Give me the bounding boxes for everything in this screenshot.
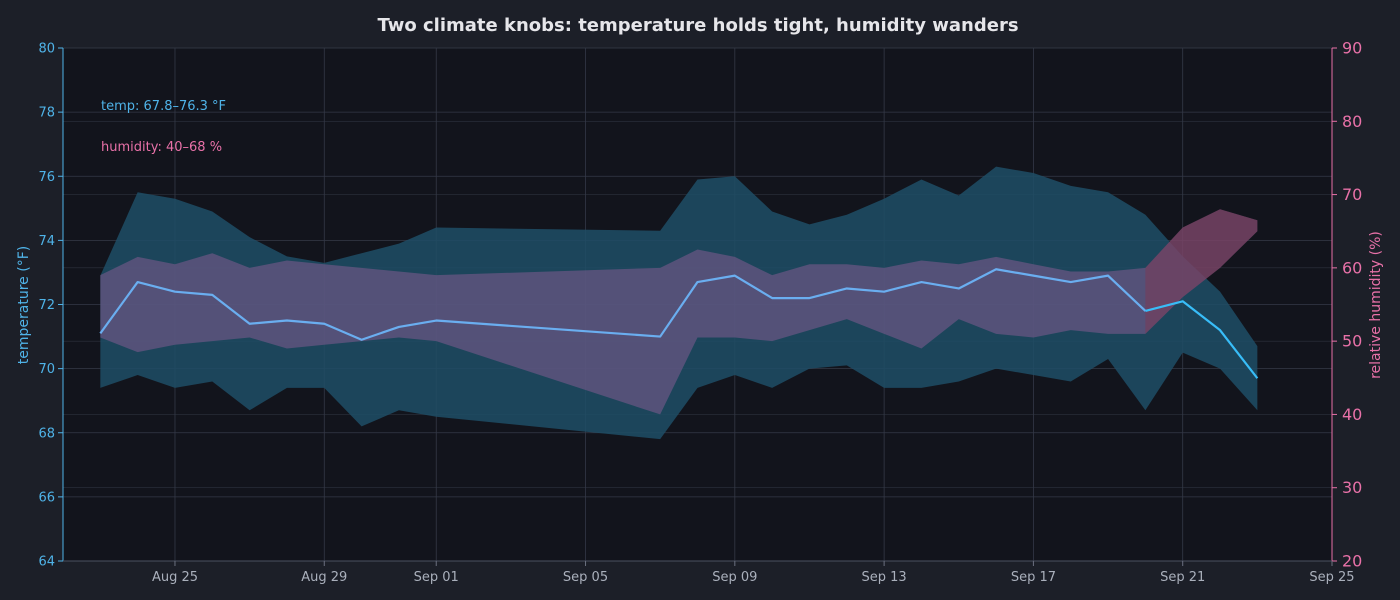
x-tick-label: Aug 25 [152, 570, 198, 585]
x-tick-label: Sep 09 [712, 570, 757, 585]
y-right-tick-label: 20 [1342, 552, 1362, 571]
y-left-tick-label: 76 [38, 170, 55, 185]
temperature-range-annotation: temp: 67.8–76.3 °F [101, 99, 226, 114]
x-tick-label: Sep 05 [563, 570, 608, 585]
y-right-tick-label: 90 [1342, 39, 1362, 58]
x-tick-label: Sep 25 [1309, 570, 1354, 585]
y-axis-left-label: temperature (°F) [16, 246, 32, 364]
y-axis-right-label: relative humidity (%) [1368, 231, 1384, 379]
humidity-range-annotation: humidity: 40–68 % [101, 140, 222, 155]
x-tick-label: Sep 17 [1011, 570, 1056, 585]
y-left-tick-label: 74 [38, 234, 55, 249]
chart-title: Two climate knobs: temperature holds tig… [377, 15, 1018, 36]
x-tick-label: Aug 29 [301, 570, 347, 585]
y-right-tick-label: 40 [1342, 405, 1362, 424]
y-right-tick-label: 70 [1342, 185, 1362, 204]
y-right-tick-label: 60 [1342, 258, 1362, 277]
y-left-tick-label: 72 [38, 298, 55, 313]
x-tick-label: Sep 01 [414, 570, 459, 585]
y-left-tick-label: 70 [38, 362, 55, 377]
y-left-tick-label: 78 [38, 106, 55, 121]
y-left-tick-label: 66 [38, 490, 55, 505]
lines [99, 268, 1259, 379]
y-left-tick-label: 68 [38, 426, 55, 441]
x-tick-label: Sep 13 [862, 570, 907, 585]
y-left-tick-label: 80 [38, 42, 55, 57]
temperature-mean-line-end [1145, 300, 1259, 379]
y-right-tick-label: 30 [1342, 478, 1362, 497]
y-left-tick-label: 64 [38, 555, 55, 570]
y-right-tick-label: 80 [1342, 112, 1362, 131]
axes: 64 66 68 70 72 74 76 78 80 20 30 40 50 60 70 80 90 Aug 25… [38, 39, 1362, 586]
y-right-tick-label: 50 [1342, 332, 1362, 351]
x-tick-label: Sep 21 [1160, 570, 1205, 585]
temperature-mean-line [99, 268, 1147, 341]
humidity-range-band [100, 209, 1258, 415]
